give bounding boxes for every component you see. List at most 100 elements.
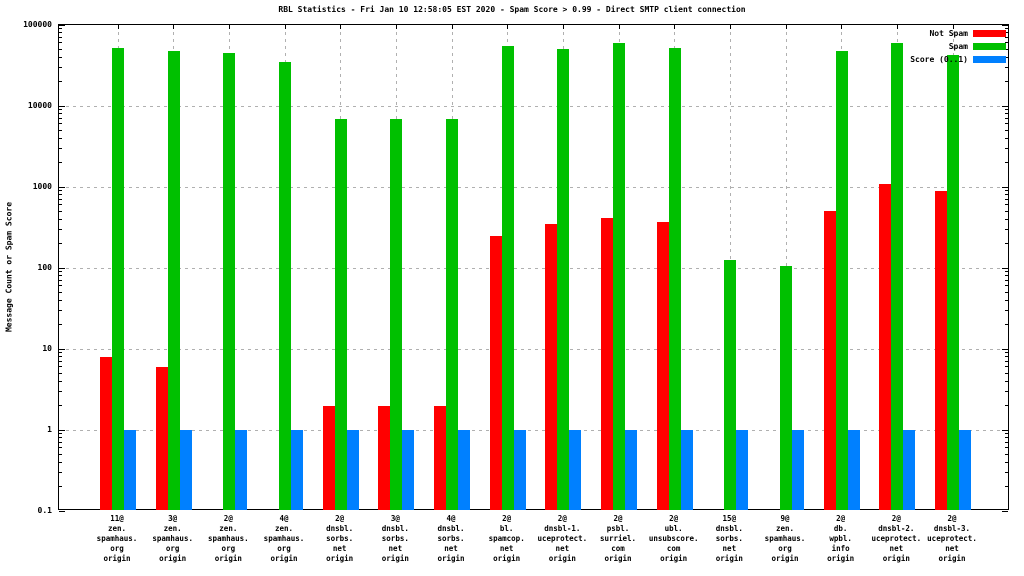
x-tick-label-line: dnsbl-3. (933, 524, 971, 533)
bar-not-spam (823, 211, 836, 510)
y-minor-tick-right (1005, 372, 1008, 374)
x-tick-label-line: net (388, 544, 403, 553)
h-gridline (59, 105, 1008, 107)
x-tick-label-line: dnsbl. (715, 524, 743, 533)
x-tick-label-line: 2@ (502, 514, 512, 523)
bar-not-spam (879, 183, 892, 510)
y-minor-tick-left (59, 113, 62, 115)
bar-score-0-1 (569, 430, 582, 510)
bar-not-spam (100, 356, 112, 510)
bar-score-0-1 (291, 430, 303, 510)
y-minor-tick-right (1005, 66, 1008, 68)
y-minor-tick-left (59, 147, 62, 149)
y-tick-label: 1 (47, 424, 52, 434)
y-major-tick-right (1002, 429, 1008, 431)
y-minor-tick-right (1005, 137, 1008, 139)
x-tick-label-line: 2@ (223, 514, 233, 523)
x-tick-label-line: zen. (163, 524, 182, 533)
x-tick-label-line: net (332, 544, 347, 553)
y-minor-tick-right (1005, 199, 1008, 201)
y-minor-tick-right (1005, 390, 1008, 392)
y-minor-tick-left (59, 447, 62, 449)
y-minor-tick-right (1005, 309, 1008, 311)
x-tick-label-line: dnsbl-2. (878, 524, 915, 533)
y-minor-tick-right (1005, 228, 1008, 230)
plot-area (58, 24, 1009, 512)
h-gridline (59, 348, 1008, 350)
bar-spam (780, 266, 792, 510)
x-tick-top (451, 25, 453, 29)
y-minor-tick-left (59, 433, 62, 435)
y-minor-tick-left (59, 32, 62, 34)
legend-swatch-spam (973, 43, 1006, 50)
y-major-tick-right (1002, 267, 1008, 269)
y-minor-tick-left (59, 271, 62, 273)
x-tick-label: 3@ dnsbl. sorbs. net origin (382, 514, 409, 564)
x-tick-label-line: spamcop. (488, 534, 525, 543)
y-major-tick-left (59, 24, 65, 26)
x-tick-label: 2@ bl. spamcop. net origin (489, 514, 525, 564)
x-tick-label-line: 4@ (446, 514, 456, 523)
bar-score-0-1 (402, 430, 415, 510)
x-tick-label-line: 3@ (390, 514, 400, 523)
bar-spam (167, 50, 180, 510)
y-major-tick-left (59, 105, 65, 107)
y-minor-tick-right (1005, 299, 1008, 301)
y-minor-tick-left (59, 453, 62, 455)
y-major-tick-left (59, 267, 65, 269)
y-minor-tick-right (1005, 42, 1008, 44)
y-minor-tick-right (1005, 405, 1008, 407)
y-minor-tick-right (1005, 447, 1008, 449)
y-minor-tick-left (59, 275, 62, 277)
x-tick-label-line: origin (493, 554, 521, 563)
x-tick-label: 15@ dnsbl. sorbs. net origin (716, 514, 743, 564)
y-minor-tick-right (1005, 109, 1008, 111)
x-tick-label-line: com (611, 544, 625, 553)
x-tick-label: 4@ zen. spamhaus. org origin (264, 514, 305, 564)
x-tick-label-line: spamhaus. (764, 534, 806, 543)
x-tick-top (674, 25, 676, 29)
y-minor-tick-right (1005, 37, 1008, 39)
x-tick-label-line: origin (103, 554, 131, 563)
y-minor-tick-left (59, 471, 62, 473)
y-minor-tick-left (59, 210, 62, 212)
x-tick-label-line: net (945, 544, 959, 553)
x-tick-label-line: 3@ (168, 514, 178, 523)
x-tick-label-line: dnsbl-1. (544, 524, 581, 533)
bar-spam (223, 53, 236, 510)
x-tick-label-line: bl. (499, 524, 514, 533)
x-tick-label-line: 4@ (279, 514, 289, 523)
x-tick-label-line: net (444, 544, 458, 553)
x-tick-label-line: net (889, 544, 904, 553)
y-minor-tick-right (1005, 433, 1008, 435)
y-minor-tick-right (1005, 81, 1008, 83)
bar-not-spam (434, 405, 446, 510)
x-tick-label-line: origin (827, 554, 855, 563)
y-minor-tick-right (1005, 243, 1008, 245)
legend-swatch-not-spam (973, 30, 1006, 37)
y-minor-tick-left (59, 109, 62, 111)
legend-swatch-score-0-1 (973, 56, 1006, 63)
x-tick-top (395, 25, 397, 29)
y-minor-tick-left (59, 123, 62, 125)
x-tick-top (340, 25, 342, 29)
y-minor-tick-right (1005, 147, 1008, 149)
bar-score-0-1 (847, 430, 860, 510)
bar-spam (501, 46, 514, 510)
y-minor-tick-right (1005, 486, 1008, 488)
x-tick-label-line: info (831, 544, 850, 553)
y-minor-tick-left (59, 28, 62, 30)
y-tick-label: 10000 (27, 100, 52, 110)
x-tick-label-line: origin (326, 554, 354, 563)
x-tick-label-line: origin (437, 554, 465, 563)
y-minor-tick-right (1005, 271, 1008, 273)
x-tick-top (228, 25, 230, 29)
y-minor-tick-right (1005, 471, 1008, 473)
y-minor-tick-left (59, 81, 62, 83)
bar-spam (891, 42, 904, 510)
x-tick-label: 2@ db. wpbl. info origin (827, 514, 854, 564)
x-tick-label-line: origin (214, 554, 242, 563)
bar-spam (835, 50, 848, 510)
x-tick-label: 2@ zen. spamhaus. org origin (208, 514, 249, 564)
y-minor-tick-left (59, 390, 62, 392)
